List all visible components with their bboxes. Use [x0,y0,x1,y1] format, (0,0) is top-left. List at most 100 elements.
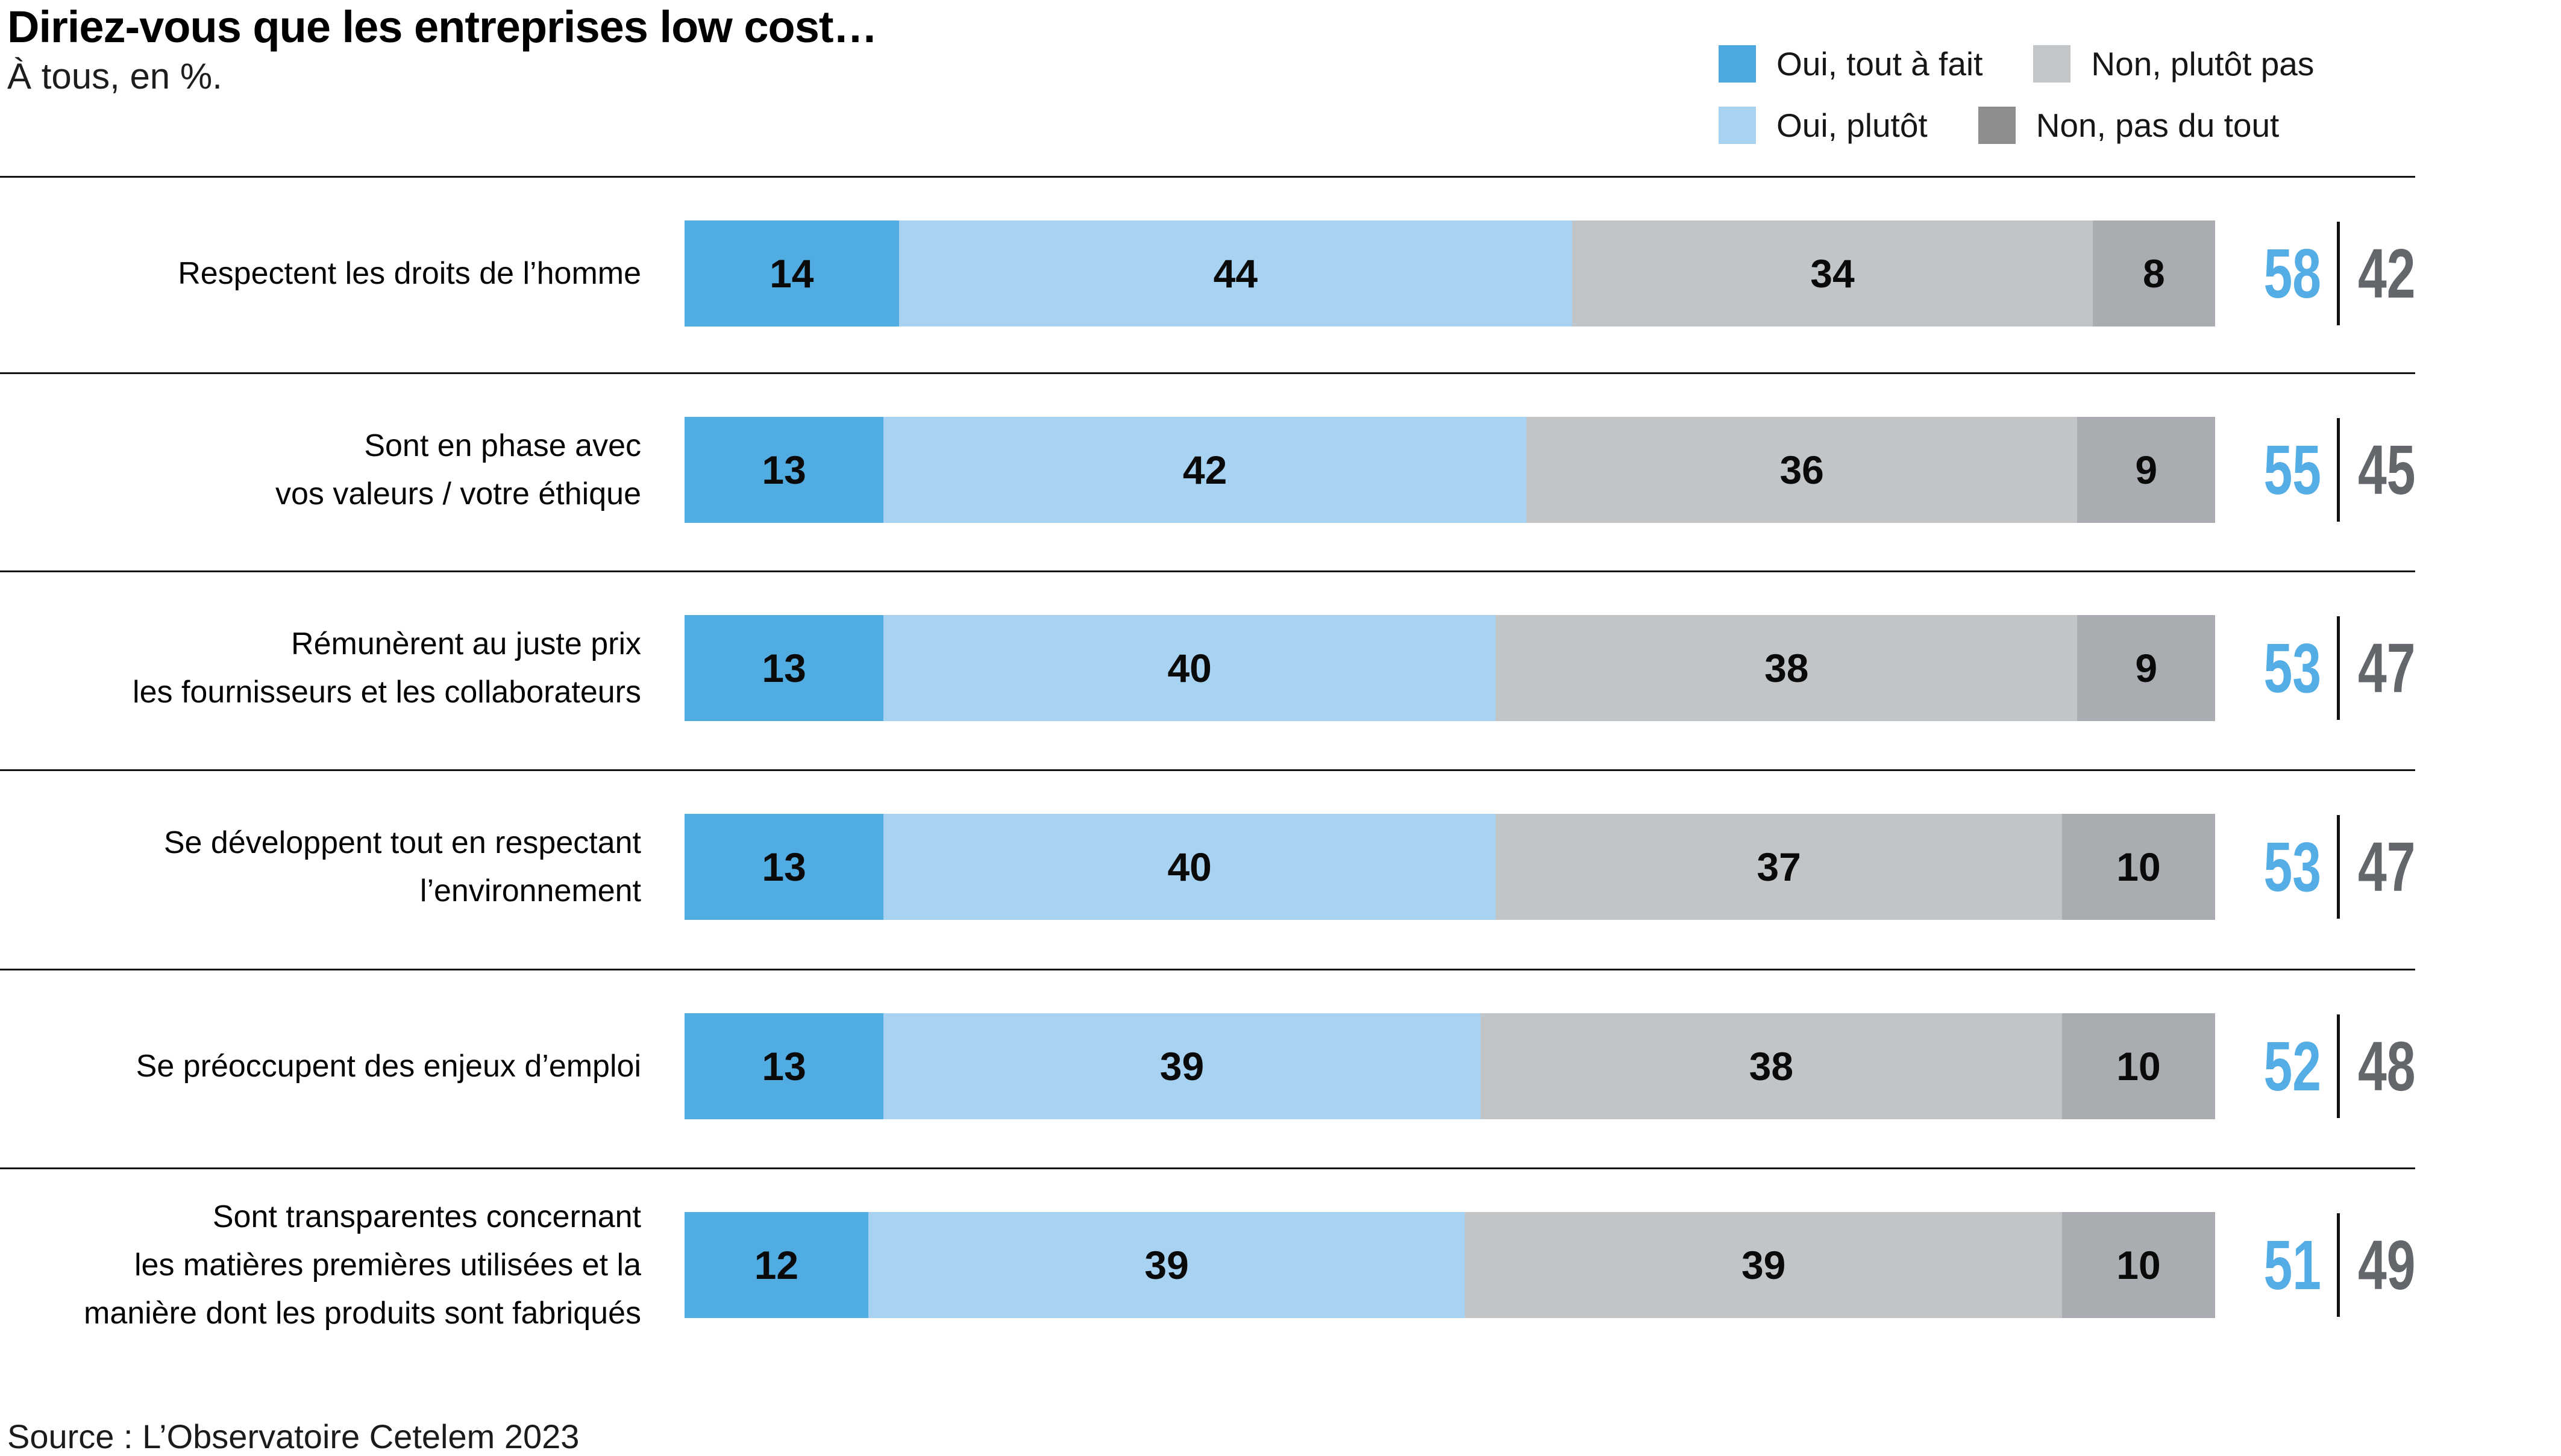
bar-segment: 12 [685,1212,868,1318]
bar-segment-value: 13 [762,646,806,690]
bar-segment: 14 [685,220,899,327]
bar-segment-value: 39 [1144,1243,1189,1287]
row-label-line: Se préoccupent des enjeux d’emploi [136,1049,641,1084]
row-totals: 58 42 [2215,220,2436,327]
total-oui: 51 [2263,1226,2321,1304]
bar-segment: 37 [1496,814,2062,920]
bar-segment: 9 [2077,417,2215,523]
bar-segment-value: 39 [1741,1243,1786,1287]
legend: Oui, tout à fait Non, plutôt pas Oui, pl… [1719,37,2314,152]
chart-row: Sont en phase avec vos valeurs / votre ét… [0,372,2561,571]
stacked-bar: 13 42 36 9 [685,417,2215,523]
bar-segment-value: 38 [1749,1044,1794,1089]
totals-divider [2337,1213,2340,1317]
legend-label: Oui, tout à fait [1776,45,1983,83]
row-separator-line [0,769,2415,771]
stacked-bar: 12 39 39 10 [685,1212,2215,1318]
total-non: 48 [2358,1027,2416,1105]
bar-segment: 39 [1465,1212,2062,1318]
stacked-bar: 13 39 38 10 [685,1013,2215,1119]
bar-segment: 39 [883,1013,1481,1119]
totals-divider [2337,616,2340,720]
bar-segment-value: 12 [754,1243,799,1287]
legend-item-oui-plutot: Oui, plutôt [1719,106,1928,145]
bar-segment: 13 [685,1013,884,1119]
row-separator-line [0,1167,2415,1169]
bar-segment-value: 8 [2143,251,2165,296]
bar-segment-value: 37 [1757,845,1801,889]
bar-segment: 39 [868,1212,1465,1318]
legend-label: Oui, plutôt [1776,107,1928,144]
bar-segment-value: 9 [2135,646,2158,690]
row-totals: 53 47 [2215,615,2436,721]
total-oui: 55 [2263,431,2321,509]
bar-segment-value: 9 [2135,448,2158,492]
legend-swatch-icon [2033,45,2071,83]
row-label: Sont transparentes concernant les matière… [0,1193,641,1337]
chart-title: Diriez-vous que les entreprises low cost… [7,2,878,52]
bar-segment: 40 [883,814,1496,920]
row-label-line: Rémunèrent au juste prix [291,626,641,661]
bar-segment: 10 [2061,1013,2215,1119]
row-totals: 52 48 [2215,1013,2436,1119]
row-label: Se préoccupent des enjeux d’emploi [0,1042,641,1090]
row-label-line: vos valeurs / votre éthique [275,476,641,511]
legend-item-non-plutot-pas: Non, plutôt pas [2033,45,2314,83]
legend-item-oui-tout-a-fait: Oui, tout à fait [1719,45,1983,83]
row-totals: 51 49 [2215,1212,2436,1318]
total-oui: 58 [2263,234,2321,313]
chart-row: Sont transparentes concernant les matière… [0,1167,2561,1366]
bar-segment: 38 [1480,1013,2062,1119]
bar-segment-value: 14 [770,251,814,296]
row-label-line: l’environnement [419,873,641,908]
chart-row: Se développent tout en respectant l’envir… [0,769,2561,968]
total-oui: 53 [2263,828,2321,906]
row-label: Se développent tout en respectant l’envir… [0,819,641,915]
total-non: 42 [2358,234,2416,313]
bar-segment: 42 [883,417,1526,523]
bar-segment-value: 38 [1764,646,1809,690]
bar-segment: 10 [2061,814,2215,920]
legend-swatch-icon [1719,45,1756,83]
totals-divider [2337,418,2340,522]
total-non: 47 [2358,629,2416,707]
source-note: Source : L’Observatoire Cetelem 2023 [7,1417,580,1455]
bar-segment: 38 [1496,615,2078,721]
row-label-line: les fournisseurs et les collaborateurs [133,675,641,710]
chart-subtitle: À tous, en %. [7,56,222,96]
bar-segment-value: 13 [762,1044,806,1089]
row-label: Rémunèrent au juste prix les fournisseurs… [0,620,641,716]
total-non: 45 [2358,431,2416,509]
bar-segment: 8 [2092,220,2215,327]
legend-row: Oui, plutôt Non, pas du tout [1719,99,2314,152]
bar-segment-value: 13 [762,448,806,492]
row-label-line: Se développent tout en respectant [163,825,641,860]
stacked-bar: 13 40 37 10 [685,814,2215,920]
bar-segment-value: 13 [762,845,806,889]
bar-segment-value: 40 [1167,845,1212,889]
bar-segment: 40 [883,615,1496,721]
legend-item-non-pas-du-tout: Non, pas du tout [1978,106,2279,145]
row-totals: 55 45 [2215,417,2436,523]
total-oui: 52 [2263,1027,2321,1105]
row-label-line: Respectent les droits de l’homme [178,256,641,291]
bar-segment: 13 [685,615,884,721]
legend-label: Non, plutôt pas [2091,45,2315,83]
total-oui: 53 [2263,629,2321,707]
bar-segment-value: 40 [1167,646,1212,690]
total-non: 47 [2358,828,2416,906]
chart-row: Se préoccupent des enjeux d’emploi 13 39 3… [0,969,2561,1167]
row-label: Sont en phase avec vos valeurs / votre ét… [0,422,641,518]
row-label-line: les matières premières utilisées et la [134,1248,641,1283]
total-non: 49 [2358,1226,2416,1304]
bar-segment-value: 36 [1779,448,1824,492]
legend-swatch-icon [1719,107,1756,144]
bar-segment: 34 [1572,220,2093,327]
row-separator-line [0,969,2415,970]
legend-row: Oui, tout à fait Non, plutôt pas [1719,37,2314,90]
row-label: Respectent les droits de l’homme [0,249,641,298]
row-separator-line [0,570,2415,572]
row-label-line: manière dont les produits sont fabriqués [84,1296,641,1331]
bar-segment: 10 [2061,1212,2215,1318]
